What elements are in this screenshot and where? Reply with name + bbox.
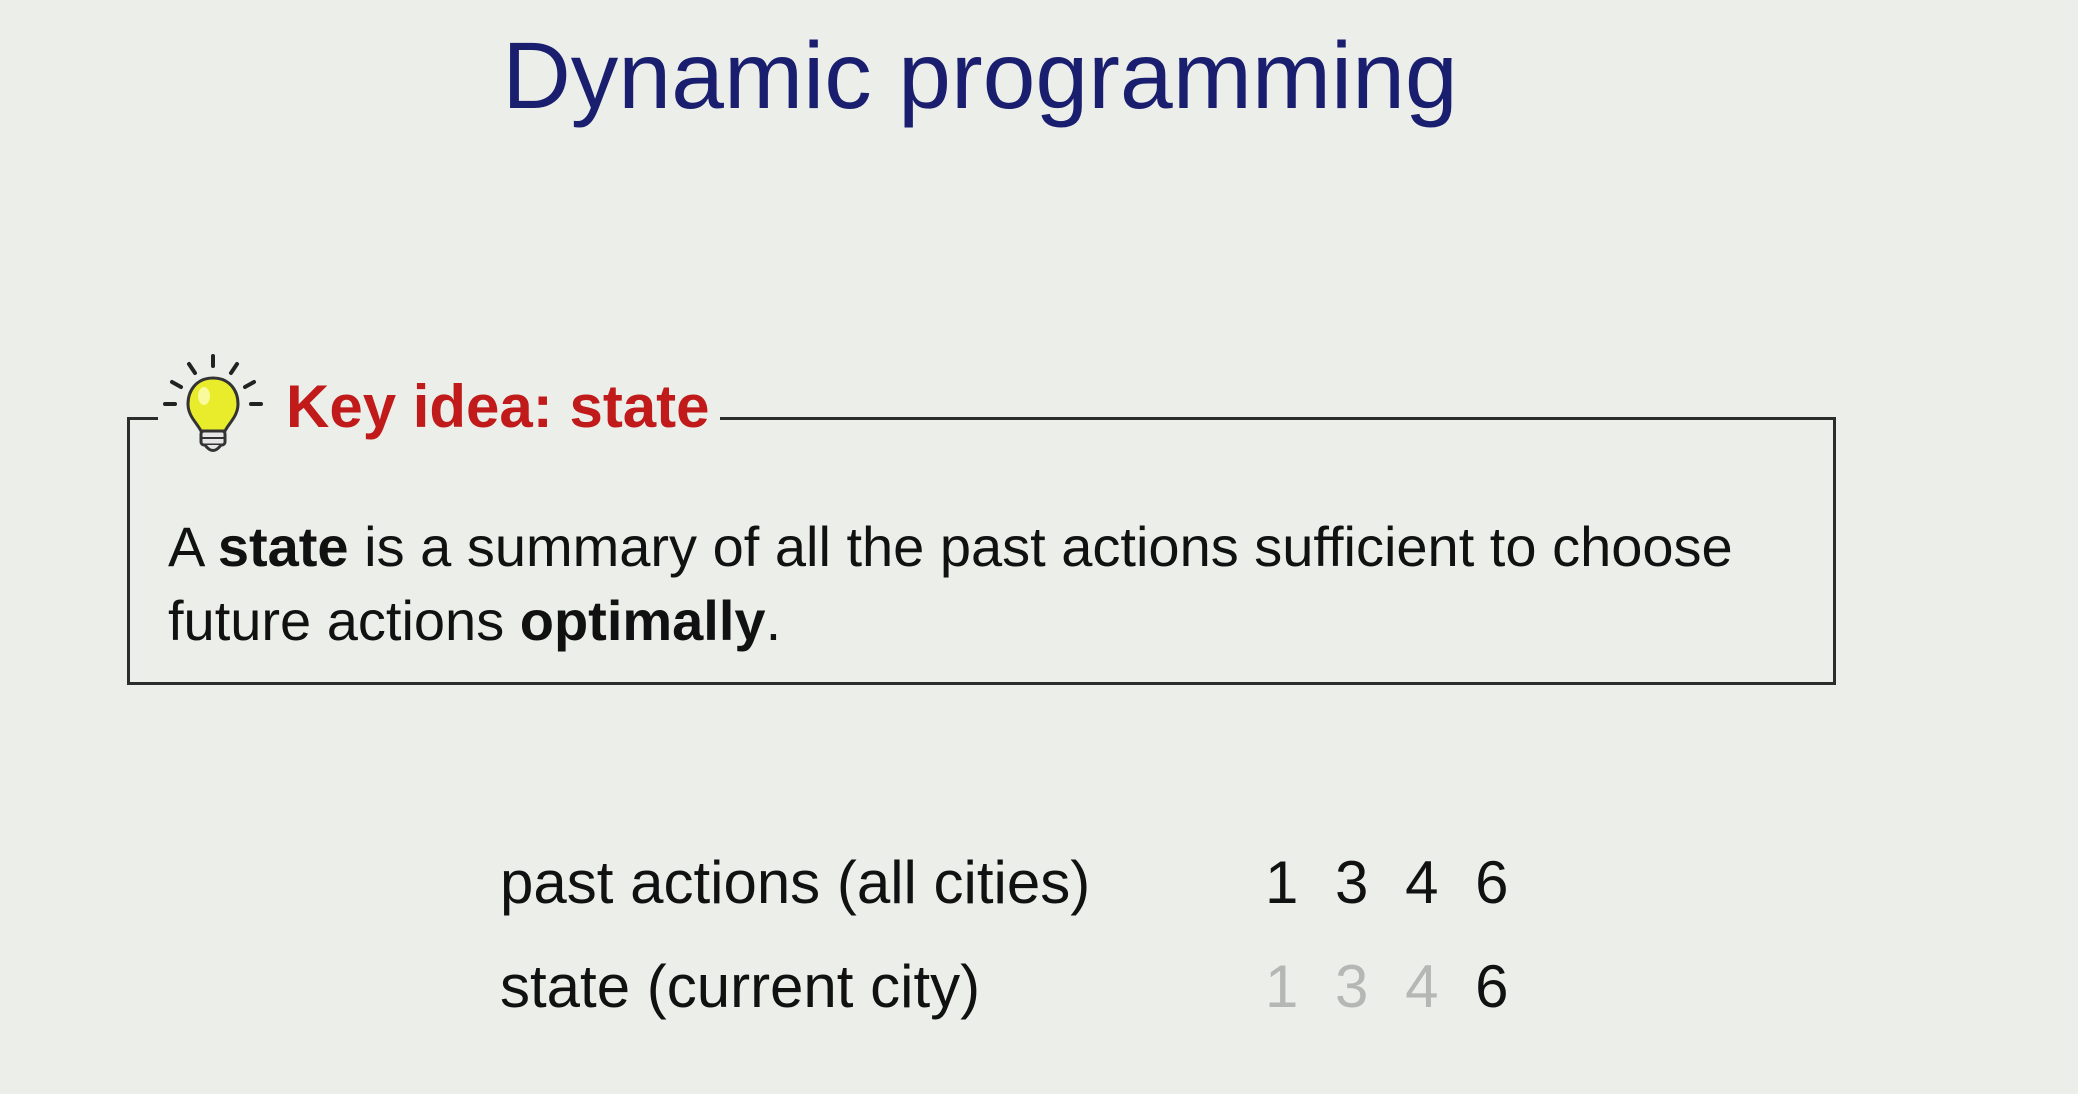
row-label: past actions (all cities) bbox=[500, 848, 1091, 916]
city-number: 1 bbox=[1265, 952, 1299, 1020]
slide-title: Dynamic programming bbox=[502, 23, 1458, 129]
key-text-part1: A bbox=[168, 515, 218, 578]
key-text-bold-optimally: optimally bbox=[519, 589, 766, 652]
city-number: 4 bbox=[1405, 848, 1439, 916]
key-idea-box: Key idea: state A state is a summary of … bbox=[127, 352, 1836, 685]
key-idea-text: A state is a summary of all the past act… bbox=[168, 510, 1808, 658]
city-number: 6 bbox=[1475, 952, 1509, 1020]
row-values: 1 3 4 6 bbox=[1265, 952, 1509, 1021]
city-number: 1 bbox=[1265, 848, 1299, 916]
row-values: 1 3 4 6 bbox=[1265, 848, 1509, 917]
city-number: 4 bbox=[1405, 952, 1439, 1020]
key-text-bold-state: state bbox=[217, 515, 349, 578]
city-number: 3 bbox=[1335, 952, 1369, 1020]
city-number: 3 bbox=[1335, 848, 1369, 916]
key-text-part2: is a summary of all the past actions suf… bbox=[168, 515, 1733, 652]
table-row-state: state (current city) 1 3 4 6 bbox=[500, 934, 1509, 1038]
lightbulb-icon bbox=[163, 354, 263, 452]
actions-state-table: past actions (all cities) 1 3 4 6 state … bbox=[500, 830, 1509, 1038]
table-row-past-actions: past actions (all cities) 1 3 4 6 bbox=[500, 830, 1509, 934]
key-idea-header: Key idea: state bbox=[158, 352, 720, 462]
row-label: state (current city) bbox=[500, 952, 981, 1020]
city-number: 6 bbox=[1475, 848, 1509, 916]
key-text-part3: . bbox=[765, 589, 782, 652]
key-idea-label: Key idea: state bbox=[286, 373, 710, 440]
